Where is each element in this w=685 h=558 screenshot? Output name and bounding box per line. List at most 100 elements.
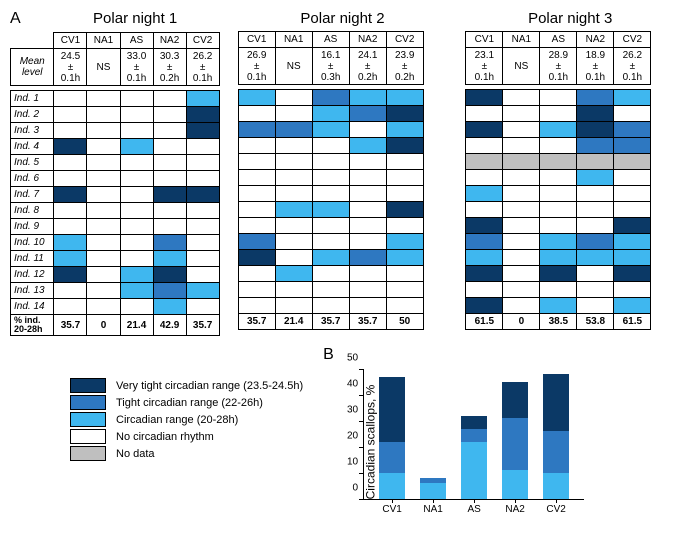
- pct-cell: 35.7: [312, 314, 349, 330]
- data-cell: [153, 187, 186, 203]
- bar-segment-very_tight: [543, 374, 569, 431]
- data-cell: [466, 106, 503, 122]
- data-cell: [577, 154, 614, 170]
- data-cell: [312, 106, 349, 122]
- col-header: NA2: [349, 32, 386, 48]
- data-cell: [54, 91, 87, 107]
- data-cell: [577, 106, 614, 122]
- data-cell: [312, 218, 349, 234]
- row-label: Ind. 9: [11, 219, 54, 235]
- data-cell: [312, 90, 349, 106]
- data-cell: [238, 90, 275, 106]
- bar-segment-tight: [502, 418, 528, 470]
- data-cell: [153, 299, 186, 315]
- data-cell: [153, 107, 186, 123]
- data-cell: [614, 250, 651, 266]
- panel-b-label: B: [323, 346, 334, 363]
- data-cell: [186, 187, 219, 203]
- data-cell: [275, 170, 312, 186]
- data-cell: [120, 107, 153, 123]
- data-cell: [349, 218, 386, 234]
- mean-cell: 26.9±0.1h: [238, 48, 275, 85]
- data-cell: [503, 170, 540, 186]
- data-cell: [577, 90, 614, 106]
- data-cell: [466, 218, 503, 234]
- data-cell: [349, 266, 386, 282]
- col-header: NA1: [275, 32, 312, 48]
- data-cell: [503, 122, 540, 138]
- data-cell: [466, 170, 503, 186]
- legend-row: No circadian rhythm: [70, 429, 303, 444]
- data-cell: [312, 186, 349, 202]
- data-cell: [349, 282, 386, 298]
- data-cell: [54, 283, 87, 299]
- data-cell: [577, 138, 614, 154]
- data-cell: [186, 251, 219, 267]
- bar-chart: 01020304050CV1NA1ASNA2CV2: [363, 369, 584, 500]
- mean-cell: 23.9±0.2h: [386, 48, 423, 85]
- x-label: CV1: [377, 504, 407, 515]
- mean-cell: 28.9±0.1h: [540, 48, 577, 85]
- legend-swatch: [70, 395, 106, 410]
- data-cell: [54, 251, 87, 267]
- data-cell: [275, 122, 312, 138]
- data-cell: [503, 186, 540, 202]
- data-cell: [153, 267, 186, 283]
- data-cell: [349, 234, 386, 250]
- data-cell: [87, 299, 120, 315]
- night-title: Polar night 2: [238, 10, 448, 27]
- data-cell: [349, 90, 386, 106]
- bar-segment-range: [461, 442, 487, 499]
- data-cell: [153, 155, 186, 171]
- mean-cell: 33.0±0.1h: [120, 49, 153, 86]
- col-header: CV2: [614, 32, 651, 48]
- data-cell: [503, 90, 540, 106]
- data-cell: [577, 202, 614, 218]
- data-cell: [87, 91, 120, 107]
- pct-cell: 50: [386, 314, 423, 330]
- data-cell: [614, 298, 651, 314]
- col-header: AS: [540, 32, 577, 48]
- data-cell: [614, 282, 651, 298]
- legend-row: No data: [70, 446, 303, 461]
- mean-label: Mean level: [11, 49, 54, 86]
- data-cell: [614, 266, 651, 282]
- data-cell: [120, 219, 153, 235]
- data-cell: [349, 154, 386, 170]
- data-cell: [349, 202, 386, 218]
- data-cell: [386, 298, 423, 314]
- row-label: Ind. 4: [11, 139, 54, 155]
- col-header: AS: [312, 32, 349, 48]
- row-label: Ind. 6: [11, 171, 54, 187]
- data-cell: [153, 251, 186, 267]
- night-table-3: Polar night 3CV1NA1ASNA2CV223.1±0.1hNS28…: [465, 10, 675, 330]
- data-cell: [54, 267, 87, 283]
- night-title: Polar night 3: [465, 10, 675, 27]
- data-cell: [153, 219, 186, 235]
- data-cell: [503, 202, 540, 218]
- data-cell: [540, 282, 577, 298]
- data-cell: [275, 234, 312, 250]
- x-label: NA1: [418, 504, 448, 515]
- data-cell: [120, 203, 153, 219]
- pct-cell: 61.5: [466, 314, 503, 330]
- row-label: Ind. 3: [11, 123, 54, 139]
- pct-cell: 42.9: [153, 315, 186, 336]
- pct-label: % ind. 20-28h: [11, 315, 54, 336]
- bar: [461, 416, 487, 499]
- data-cell: [540, 106, 577, 122]
- night-title: APolar night 1: [10, 10, 220, 28]
- data-cell: [503, 298, 540, 314]
- mean-cell: 24.1±0.2h: [349, 48, 386, 85]
- data-cell: [540, 202, 577, 218]
- row-label: Ind. 10: [11, 235, 54, 251]
- data-cell: [186, 235, 219, 251]
- pct-cell: 21.4: [275, 314, 312, 330]
- data-cell: [186, 299, 219, 315]
- data-cell: [275, 250, 312, 266]
- mean-cell: 24.5±0.1h: [54, 49, 87, 86]
- data-cell: [120, 171, 153, 187]
- row-label: Ind. 1: [11, 91, 54, 107]
- data-cell: [87, 155, 120, 171]
- data-cell: [614, 122, 651, 138]
